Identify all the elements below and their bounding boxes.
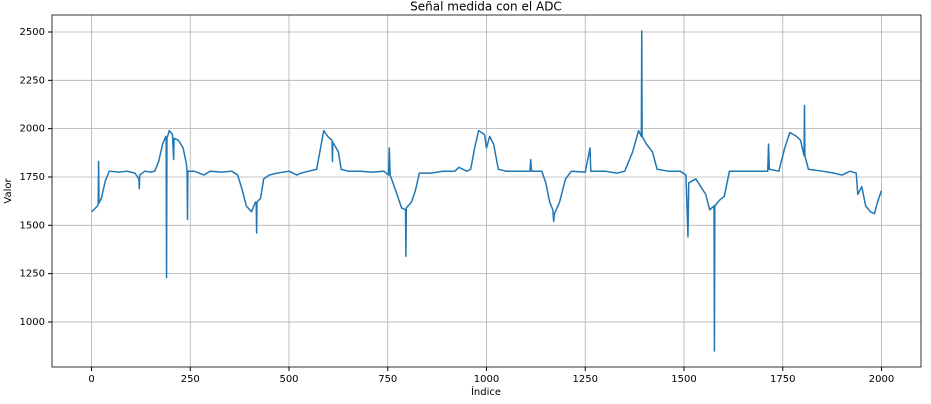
x-tick-label: 2000 [869,374,894,385]
x-tick-label: 1000 [474,374,499,385]
y-tick-label: 1250 [20,269,45,280]
x-tick-label: 0 [88,374,94,385]
x-tick-label: 1500 [671,374,696,385]
x-tick-label: 750 [378,374,397,385]
x-tick-label: 500 [279,374,298,385]
y-tick-label: 1750 [20,172,45,183]
x-axis-label: Índice [471,385,501,398]
y-tick-label: 1000 [20,317,45,328]
y-axis-label: Valor [3,178,14,204]
data-line [90,30,883,352]
y-tick-label: 2500 [20,27,45,38]
y-tick-label: 2000 [20,124,45,135]
x-tick-label: 1250 [573,374,598,385]
y-tick-label: 1500 [20,220,45,231]
x-tick-label: 250 [181,374,200,385]
chart-title: Señal medida con el ADC [410,0,562,14]
y-tick-label: 2250 [20,75,45,86]
x-tick-label: 1750 [770,374,795,385]
